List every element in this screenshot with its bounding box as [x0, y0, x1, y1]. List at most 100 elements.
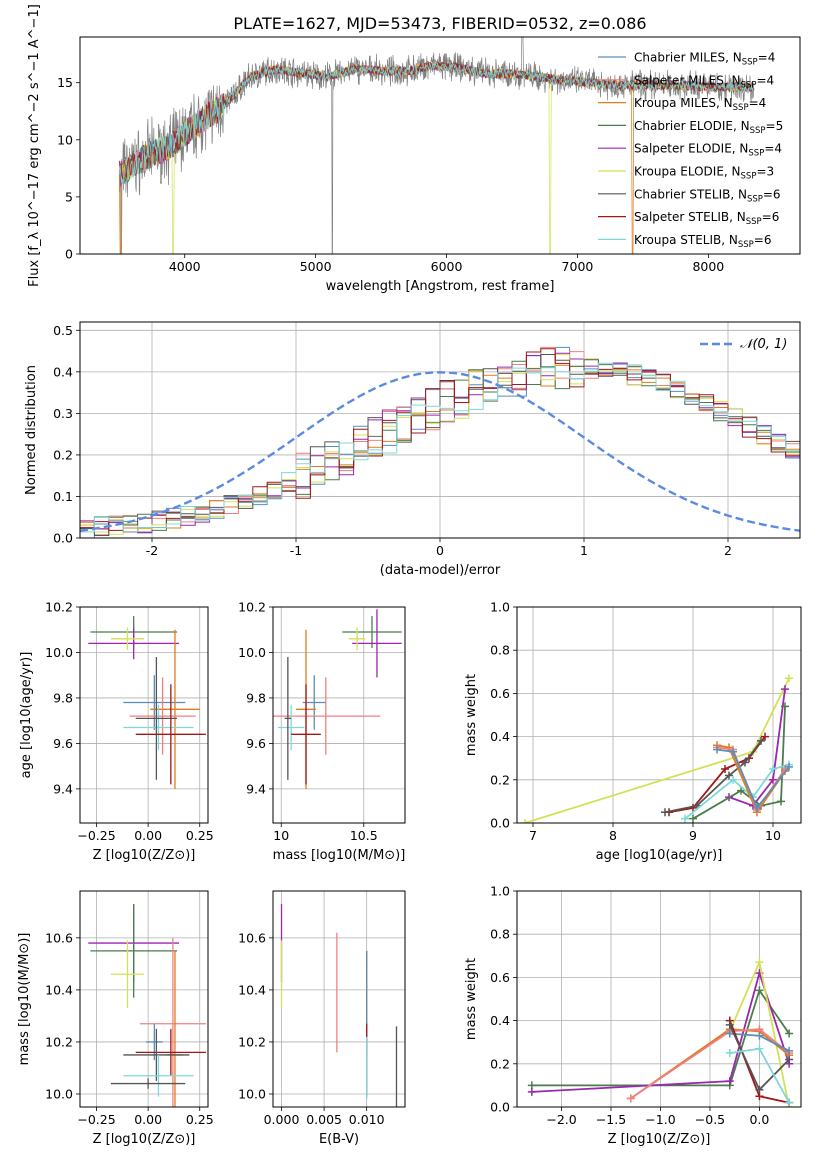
- weight-marker: [741, 758, 749, 767]
- axes-frame: [272, 606, 406, 824]
- grid-massweight_vs_z: [517, 890, 801, 1108]
- x-tick-label: 0.25: [186, 828, 214, 843]
- x-tick-label: −1.5: [596, 1112, 626, 1127]
- legend-entry-text: Chabrier STELIB, N: [634, 187, 747, 201]
- legend-entry: Kroupa STELIB, NSSP=6: [634, 233, 772, 250]
- x-axis-label: mass [log10(M/M⊙)]: [273, 848, 406, 863]
- x-tick-label: 10: [765, 828, 781, 843]
- weight-marker: [755, 1031, 764, 1040]
- weight-series-line: [664, 740, 762, 814]
- x-axis-label: E(B-V): [319, 1132, 359, 1147]
- errorbar-point: [123, 1054, 194, 1097]
- y-tick-label: 10.0: [238, 645, 266, 660]
- residual-histogram: [80, 352, 800, 538]
- weight-marker: [725, 1020, 734, 1029]
- legend-entry-sub: SSP: [750, 126, 766, 136]
- y-tick-label: 9.8: [53, 690, 73, 705]
- figure-title: PLATE=1627, MJD=53473, FIBERID=0532, z=0…: [233, 14, 646, 33]
- weight-marker: [777, 797, 785, 806]
- x-tick-label: 0.005: [306, 1112, 342, 1127]
- legend-entry-sub: SSP: [738, 240, 754, 250]
- legend-entry-sub: SSP: [747, 194, 763, 204]
- y-axis-label: age [log10(age/yr)]: [19, 652, 34, 779]
- errorbar-point: [129, 677, 196, 755]
- y-tick-label: 0.0: [53, 531, 73, 546]
- legend-entry-text: =4: [758, 51, 776, 65]
- x-tick-label: 0.0: [749, 1112, 769, 1127]
- y-tick-label: 0.5: [53, 323, 73, 338]
- legend-entry: Kroupa ELODIE, NSSP=3: [634, 165, 774, 182]
- y-tick-label: 1.0: [490, 884, 510, 899]
- y-tick-label: 0.8: [490, 927, 510, 942]
- x-tick-label: 8: [609, 828, 617, 843]
- model-spectrum: [118, 61, 755, 254]
- weight-marker: [785, 1046, 794, 1055]
- errorbar-point: [135, 684, 206, 785]
- y-tick-label: 0.6: [490, 970, 510, 985]
- legend-entry-text: =5: [766, 119, 784, 133]
- errorbar-point: [90, 904, 178, 998]
- weight-series-line: [531, 969, 790, 1093]
- weight-marker: [781, 685, 789, 694]
- x-tick-label: −2.0: [546, 1112, 576, 1127]
- weight-marker: [521, 819, 529, 823]
- x-axis-label: age [log10(age/yr)]: [596, 848, 723, 863]
- y-axis-label: Normed distribution: [24, 365, 39, 495]
- errorbar-point: [139, 937, 206, 1107]
- errorbar-point: [123, 704, 194, 751]
- weight-series-line: [630, 1028, 790, 1100]
- x-axis-label: (data-model)/error: [380, 563, 501, 578]
- y-axis-label: mass weight: [464, 674, 479, 756]
- y-tick-label: 0.4: [490, 1013, 510, 1028]
- weight-marker: [755, 1085, 764, 1094]
- errorbar-point: [110, 940, 144, 1009]
- y-tick-label: 15: [57, 75, 73, 90]
- plot-spectrum: 4000 5000 6000 7000 8000 0 5 10 15 wavelength [An…: [27, 4, 801, 294]
- weight-marker: [721, 765, 729, 773]
- weight-marker: [626, 1094, 635, 1103]
- y-tick-label: 0.0: [490, 1100, 510, 1115]
- plot-mass_vs_ebv: 0.000 0.005 0.010 10.0 10.2 10.4 10.6 E(B-V): [238, 890, 406, 1147]
- weight-marker: [713, 745, 721, 754]
- x-tick-label: 2: [724, 543, 732, 558]
- plot-area-age_vs_z: [88, 616, 206, 789]
- plot-area-massweight_vs_age: [521, 674, 793, 823]
- y-tick-label: 9.8: [246, 690, 266, 705]
- legend-entry-sub: SSP: [746, 217, 762, 227]
- plot-area-spectrum: [118, 37, 755, 254]
- y-tick-label: 0.2: [490, 1056, 510, 1071]
- x-tick-label: -2: [146, 543, 158, 558]
- weight-marker: [785, 762, 793, 771]
- y-tick-label: 0.2: [490, 772, 510, 787]
- y-tick-label: 10.2: [45, 600, 73, 615]
- legend-entry-text: =6: [754, 233, 772, 247]
- axes-frame: [79, 890, 209, 1108]
- y-axis-label: mass weight: [464, 958, 479, 1040]
- y-tick-label: 10.0: [45, 1086, 73, 1101]
- plot-area-mass_vs_z: [88, 904, 206, 1107]
- x-tick-label: 1: [580, 543, 588, 558]
- weight-marker: [753, 803, 761, 812]
- legend-entry-text: Kroupa ELODIE, N: [634, 165, 741, 179]
- weight-series-line: [716, 748, 790, 810]
- y-axis-label: Flux [f_λ 10^−17 erg cm^−2 s^−1 A^−1]: [27, 4, 42, 287]
- plot-age_vs_mass: 10 10.5 9.4 9.6 9.8 10.0 10.2 mass [log10(M/M⊙)…: [238, 600, 406, 863]
- normal-curve: [80, 371, 800, 532]
- grid-mass_vs_ebv: [273, 891, 405, 1107]
- x-tick-label: −0.5: [695, 1112, 725, 1127]
- x-tick-label: 7000: [562, 259, 594, 274]
- weight-marker: [785, 1055, 794, 1064]
- x-tick-label: 0.25: [186, 1112, 214, 1127]
- weight-marker: [757, 736, 765, 745]
- y-tick-label: 0: [65, 247, 73, 262]
- x-tick-label: 0: [436, 543, 444, 558]
- y-tick-label: 10.6: [45, 930, 73, 945]
- weight-series-line: [524, 677, 790, 823]
- x-tick-label: −1.0: [645, 1112, 675, 1127]
- legend: 𝒩(0, 1): [700, 337, 787, 352]
- y-tick-label: 0.4: [490, 729, 510, 744]
- y-tick-label: 9.4: [53, 781, 73, 796]
- errorbar-point: [291, 684, 321, 785]
- weight-marker: [755, 1044, 764, 1053]
